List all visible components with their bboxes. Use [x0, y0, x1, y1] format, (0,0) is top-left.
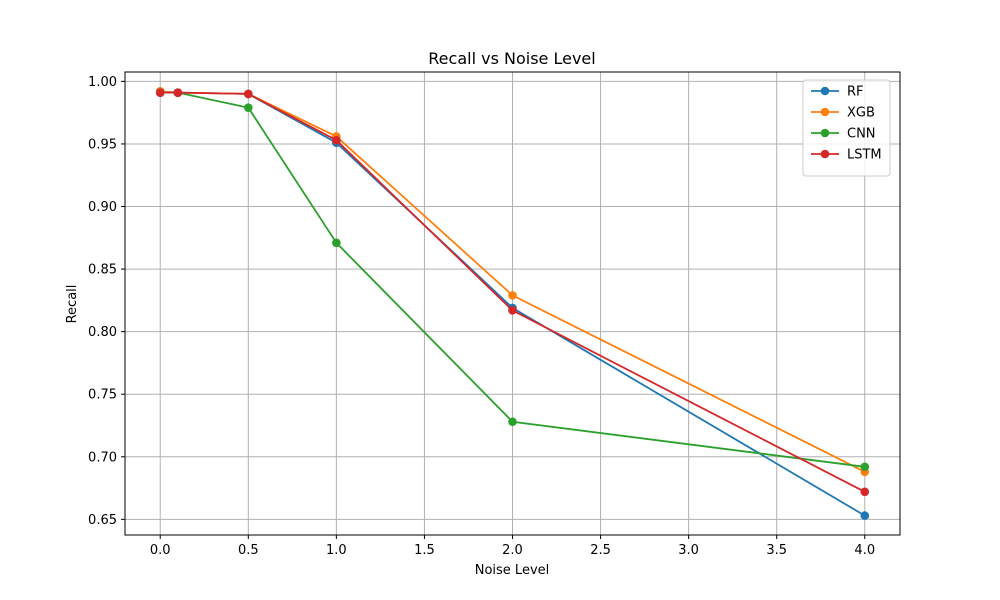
legend-item-lstm: LSTM: [811, 148, 882, 163]
y-tick-label: 0.70: [88, 450, 117, 465]
data-point-cnn: [508, 417, 517, 427]
data-point-cnn: [332, 238, 341, 248]
data-point-rf: [860, 511, 870, 520]
series-lines: [155, 87, 870, 520]
y-tick-label: 0.75: [88, 388, 117, 403]
data-point-cnn: [243, 103, 253, 112]
series-lstm: [155, 88, 870, 497]
data-point-lstm: [173, 88, 183, 97]
x-tick-label: 2.5: [590, 543, 611, 558]
legend-label: LSTM: [847, 148, 882, 163]
data-point-lstm: [508, 306, 517, 315]
data-point-lstm: [243, 89, 253, 99]
x-tick-label: 4.0: [854, 543, 875, 558]
x-tick-label: 1.0: [326, 543, 347, 558]
x-tick-label: 1.5: [414, 543, 435, 558]
legend-item-cnn: CNN: [811, 127, 876, 142]
legend-swatch-marker: [820, 128, 830, 138]
y-tick-label: 0.85: [88, 263, 117, 278]
axis-ticks: 0.0 0.5 1.0 1.5 2.0 2.5 3.0 3.5 4.0 0.65 0.70 0.75 0…: [88, 75, 875, 558]
x-tick-label: 3.5: [766, 543, 787, 558]
y-axis-label: Recall: [65, 285, 80, 324]
x-tick-label: 2.0: [502, 543, 523, 558]
data-point-xgb: [508, 291, 517, 300]
y-tick-label: 0.95: [88, 137, 117, 152]
data-point-lstm: [860, 487, 870, 497]
legend: RF XGB CNN LSTM: [802, 79, 891, 177]
legend-label: CNN: [847, 127, 876, 142]
legend-swatch-marker: [820, 86, 830, 96]
legend-label: XGB: [847, 106, 875, 121]
data-point-cnn: [860, 462, 870, 472]
y-tick-label: 0.65: [88, 513, 117, 528]
data-point-lstm: [155, 88, 165, 97]
x-tick-label: 0.0: [150, 543, 171, 558]
x-tick-label: 0.5: [238, 543, 259, 558]
x-tick-label: 3.0: [678, 543, 699, 558]
x-axis-label: Noise Level: [475, 563, 550, 578]
legend-swatch-marker: [820, 149, 830, 159]
legend-label: RF: [847, 85, 864, 100]
y-tick-label: 1.00: [88, 75, 117, 90]
legend-item-xgb: XGB: [811, 106, 875, 121]
y-tick-label: 0.90: [88, 200, 117, 215]
chart-title: Recall vs Noise Level: [428, 49, 595, 68]
legend-item-rf: RF: [811, 85, 864, 100]
legend-swatch-marker: [820, 107, 830, 117]
y-tick-label: 0.80: [88, 325, 117, 340]
data-point-lstm: [332, 135, 341, 145]
